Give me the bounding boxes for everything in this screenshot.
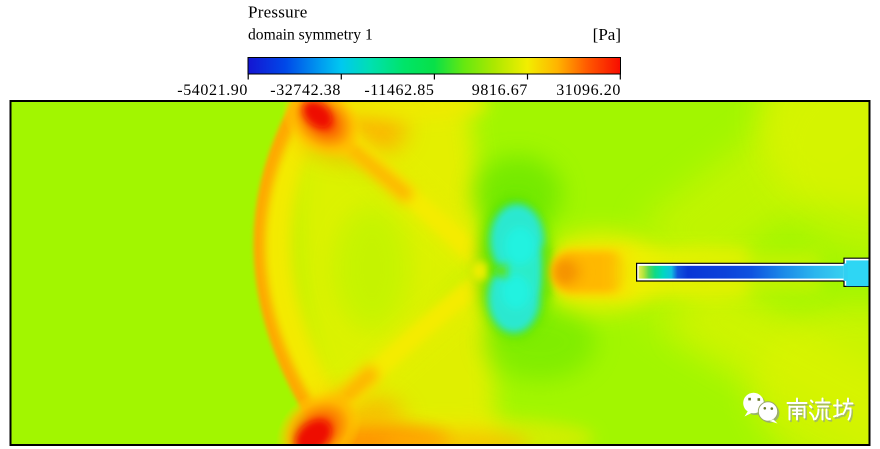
svg-text:Pressure: Pressure: [248, 3, 308, 22]
svg-text:-11462.85: -11462.85: [364, 82, 434, 99]
svg-text:-32742.38: -32742.38: [270, 82, 341, 99]
svg-text:[Pa]: [Pa]: [593, 25, 621, 44]
svg-text:-54021.90: -54021.90: [177, 82, 248, 99]
svg-text:9816.67: 9816.67: [472, 82, 528, 99]
svg-text:domain symmetry 1: domain symmetry 1: [248, 27, 373, 44]
svg-text:31096.20: 31096.20: [556, 82, 621, 99]
